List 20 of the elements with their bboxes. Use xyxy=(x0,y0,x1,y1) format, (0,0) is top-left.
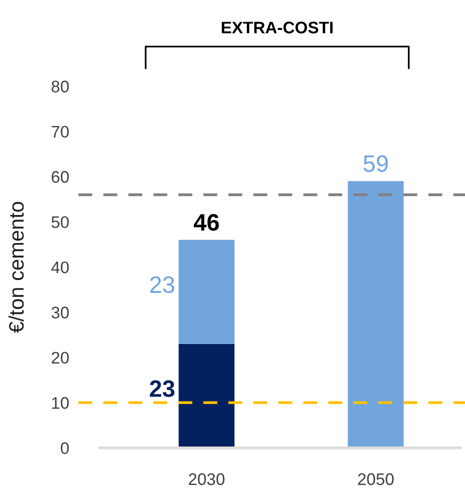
y-tick-label: 60 xyxy=(52,171,69,183)
text: EXTRA-COSTI xyxy=(222,22,333,34)
y-tick-label: 30 xyxy=(52,306,69,318)
bar xyxy=(178,240,234,344)
y-tick-label: 50 xyxy=(52,216,69,228)
data-label: 23 xyxy=(150,276,174,294)
y-tick-label: 10 xyxy=(52,397,69,409)
y-tick-label: 70 xyxy=(52,126,69,138)
y-tick-label: 0 xyxy=(60,442,69,454)
y-tick-label: 40 xyxy=(51,261,69,274)
bar xyxy=(178,344,234,448)
total-label: 46 xyxy=(194,214,219,231)
data-label: 23 xyxy=(150,380,174,398)
bar xyxy=(348,181,404,448)
y-axis-title: €/ton cemento xyxy=(8,202,24,333)
x-tick-label: 2050 xyxy=(358,473,394,486)
data-label: 59 xyxy=(364,155,388,172)
x-tick-label: 2030 xyxy=(188,473,224,486)
y-tick-label: 80 xyxy=(52,80,69,92)
y-tick-label: 20 xyxy=(52,352,69,364)
